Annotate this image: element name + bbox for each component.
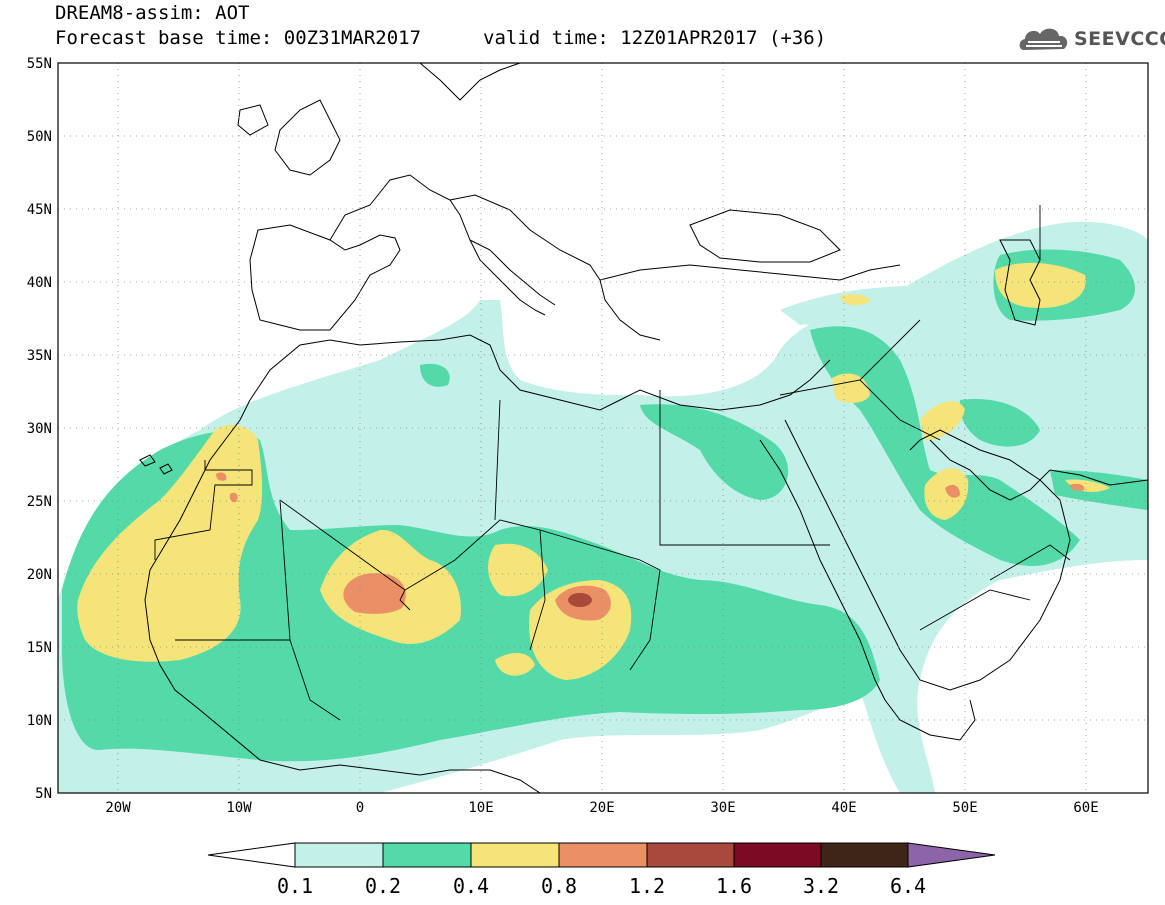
lat-label: 45N <box>27 202 52 218</box>
lon-label: 40E <box>831 800 856 816</box>
colorbar-high-arrow <box>907 842 996 868</box>
colorbar-segment <box>294 842 384 868</box>
lat-label: 10N <box>27 713 52 729</box>
lat-label: 5N <box>35 786 52 802</box>
colorbar-label: 0.8 <box>541 874 577 898</box>
colorbar-low-arrow <box>207 842 296 868</box>
plot-frame <box>57 62 1149 794</box>
colorbar-segment <box>733 842 822 868</box>
colorbar-segment <box>382 842 472 868</box>
colorbar-label: 0.2 <box>365 874 401 898</box>
title-line-1: DREAM8-assim: AOT <box>55 2 250 24</box>
lat-label: 20N <box>27 567 52 583</box>
colorbar-segment <box>820 842 909 868</box>
cloud-icon <box>1019 28 1068 50</box>
lat-label: 25N <box>27 494 52 510</box>
lon-label: 30E <box>710 800 735 816</box>
seevccc-logo: SEEVCCC <box>1016 22 1165 56</box>
lon-label: 60E <box>1073 800 1098 816</box>
colorbar-label: 1.6 <box>716 874 752 898</box>
title-line-2: Forecast base time: 00Z31MAR2017 <box>55 27 422 49</box>
lon-label: 0 <box>356 800 364 816</box>
colorbar-label: 0.4 <box>453 874 489 898</box>
aot-level-1.2 <box>568 593 592 607</box>
colorbar-label: 6.4 <box>890 874 926 898</box>
lat-label: 30N <box>27 421 52 437</box>
coastlines <box>139 63 1148 793</box>
lat-axis: 55N 50N 45N 40N 35N 30N 25N 20N 15N 10N … <box>27 56 52 802</box>
colorbar-segment <box>558 842 648 868</box>
valid-time: valid time: 12Z01APR2017 (+36) <box>483 27 827 49</box>
colorbar-label: 0.1 <box>277 874 313 898</box>
logo-text: SEEVCCC <box>1074 28 1165 50</box>
lon-label: 20W <box>105 800 131 816</box>
lon-label: 10E <box>468 800 493 816</box>
colorbar-label: 1.2 <box>629 874 665 898</box>
lat-label: 40N <box>27 275 52 291</box>
colorbar-labels: 0.1 0.2 0.4 0.8 1.2 1.6 3.2 6.4 <box>277 874 926 898</box>
colorbar-label: 3.2 <box>803 874 839 898</box>
aot-level-0.2 <box>62 249 1148 762</box>
lon-label: 10W <box>226 800 252 816</box>
lon-axis: 20W 10W 0 10E 20E 30E 40E 50E 60E <box>105 800 1098 816</box>
colorbar-segment <box>470 842 560 868</box>
lon-label: 50E <box>952 800 977 816</box>
colorbar-segment <box>646 842 735 868</box>
lat-label: 15N <box>27 640 52 656</box>
lat-label: 50N <box>27 129 52 145</box>
colorbar <box>207 842 996 868</box>
lon-label: 20E <box>589 800 614 816</box>
country-borders <box>154 205 1071 721</box>
lat-label: 55N <box>27 56 52 72</box>
lat-label: 35N <box>27 348 52 364</box>
